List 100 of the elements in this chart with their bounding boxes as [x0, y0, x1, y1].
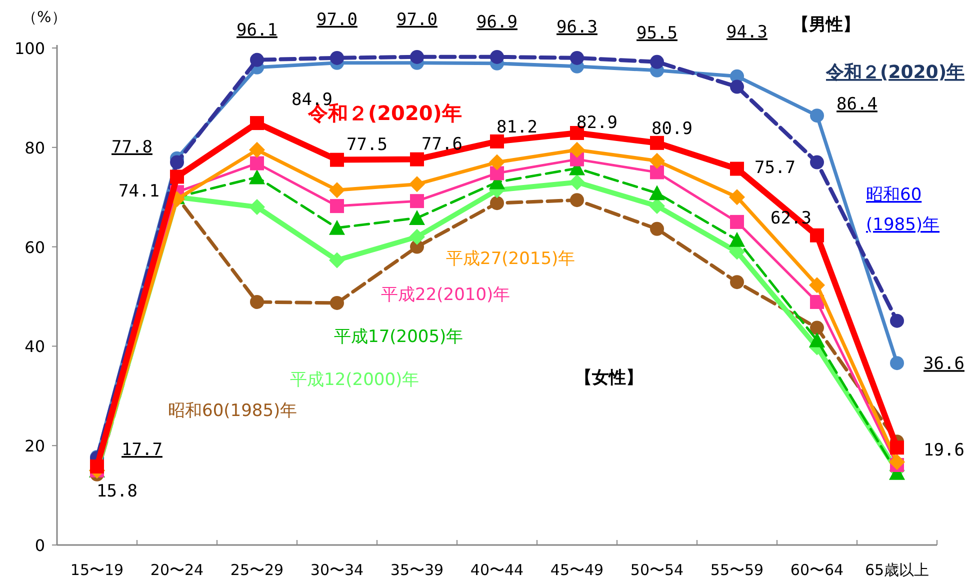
data-label: 82.9 — [576, 112, 618, 133]
text: 平成12(2000)年 — [290, 370, 420, 390]
y-axis-title: （%） — [22, 8, 66, 26]
data-label: 96.3 — [556, 17, 598, 38]
point — [890, 356, 904, 370]
data-label: 96.9 — [476, 12, 518, 32]
x-tick-label: 55〜59 — [710, 561, 764, 579]
point — [729, 232, 745, 247]
data-label: 75.7 — [754, 158, 796, 178]
point — [410, 194, 424, 208]
x-tick-label: 45〜49 — [550, 561, 604, 579]
point — [569, 174, 585, 190]
point — [730, 275, 744, 290]
point — [250, 116, 264, 130]
point — [249, 199, 265, 216]
point — [649, 198, 665, 214]
point — [809, 277, 825, 294]
point — [490, 134, 504, 148]
point — [410, 50, 424, 64]
point — [90, 459, 104, 474]
point — [730, 80, 744, 94]
y-tick-label: 60 — [24, 238, 45, 257]
point — [490, 196, 504, 210]
point — [810, 108, 824, 123]
point — [329, 220, 345, 235]
point — [730, 162, 744, 176]
point — [329, 182, 345, 198]
data-label: 77.5 — [346, 134, 388, 155]
point — [729, 189, 745, 206]
point — [650, 136, 664, 150]
x-tick-label: 20〜24 — [150, 561, 204, 579]
point — [889, 454, 905, 470]
point — [730, 214, 744, 229]
y-tick-label: 80 — [24, 138, 45, 158]
data-label: 95.5 — [636, 23, 678, 44]
y-tick-label: 40 — [24, 337, 45, 356]
point — [890, 314, 904, 328]
data-label: 77.8 — [112, 137, 152, 158]
point — [810, 228, 824, 242]
point — [649, 152, 665, 169]
point — [330, 296, 344, 310]
data-label: 97.0 — [396, 10, 438, 30]
point — [170, 170, 184, 184]
data-label: 36.6 — [924, 354, 964, 374]
data-label: 80.9 — [652, 118, 692, 139]
data-label: 81.2 — [496, 117, 538, 138]
series-label: 令和２(2020)年 — [825, 62, 965, 83]
point — [409, 210, 425, 225]
point — [649, 185, 665, 200]
x-tick-label: 50〜54 — [630, 561, 684, 579]
data-label: 17.7 — [122, 440, 162, 460]
annotation: 【女性】 — [575, 368, 643, 388]
point — [490, 166, 504, 180]
text: 【男性】 — [792, 15, 860, 35]
text: 平成22(2010)年 — [381, 285, 510, 305]
point — [250, 294, 264, 309]
data-label: 15.8 — [96, 481, 138, 502]
x-tick-label: 15〜19 — [70, 561, 124, 579]
x-tick-label: 30〜34 — [310, 561, 364, 579]
data-label: 74.1 — [118, 182, 160, 202]
point — [170, 155, 184, 170]
y-tick-label: 100 — [14, 39, 45, 58]
point — [570, 50, 584, 65]
point — [249, 169, 265, 184]
text: 平成27(2015)年 — [446, 249, 576, 269]
point — [330, 199, 344, 214]
point — [329, 252, 345, 268]
point — [650, 165, 664, 180]
data-label: 96.1 — [236, 20, 278, 40]
x-tick-label: 60〜64 — [790, 561, 844, 579]
data-label: 86.4 — [836, 94, 878, 115]
point — [570, 193, 584, 208]
point — [330, 152, 344, 167]
y-tick-label: 20 — [24, 436, 45, 456]
point — [490, 50, 504, 64]
x-tick-label: 35〜39 — [390, 561, 444, 579]
point — [809, 332, 825, 348]
point — [409, 176, 425, 192]
data-label: 97.0 — [316, 10, 358, 30]
x-tick-label: 25〜29 — [230, 561, 284, 579]
text: 平成17(2005)年 — [334, 327, 464, 347]
point — [409, 228, 425, 245]
data-label: 19.6 — [924, 440, 964, 461]
point — [489, 154, 505, 170]
x-tick-label: 40〜44 — [470, 561, 524, 579]
point — [650, 222, 664, 236]
text: 昭和60(1985)年 — [168, 401, 298, 421]
point — [250, 156, 264, 170]
point — [810, 320, 824, 335]
y-tick-label: 0 — [34, 536, 45, 555]
point — [410, 152, 424, 166]
point — [810, 155, 824, 170]
point — [249, 142, 265, 158]
point — [650, 54, 664, 69]
data-label: 94.3 — [726, 22, 768, 42]
point — [569, 142, 585, 158]
point — [250, 52, 264, 67]
point — [890, 440, 904, 455]
series-label: 昭和60 (1985)年 — [866, 185, 940, 235]
point — [330, 50, 344, 65]
